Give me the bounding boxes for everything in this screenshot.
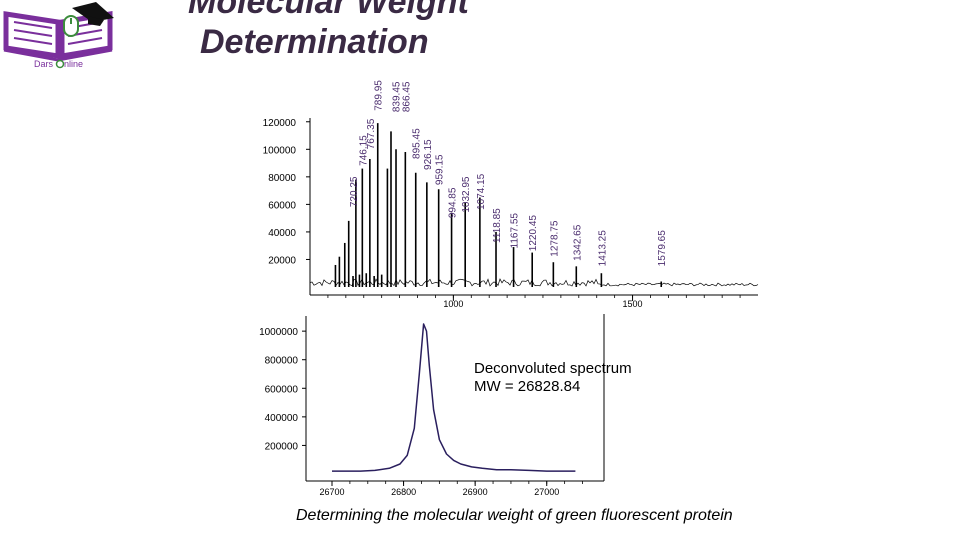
ms-y-tick-label: 100000: [263, 145, 297, 156]
ms-peak-label: 839.45: [392, 81, 403, 112]
ms-x-tick-label: 1500: [623, 299, 643, 309]
deconv-x-tick-label: 26800: [391, 487, 416, 497]
ms-peak-label: 789.95: [374, 80, 385, 111]
slide-title: Molecular Weight Determination: [188, 0, 469, 62]
deconv-y-tick-label: 1000000: [259, 327, 298, 338]
deconv-annotation-mw: MW = 26828.84: [474, 378, 580, 395]
deconv-y-tick-label: 600000: [265, 384, 299, 395]
mouse-icon: [63, 15, 79, 37]
deconv-x-tick-label: 26700: [319, 487, 344, 497]
ms-peak-label: 866.45: [401, 81, 412, 112]
ms-peak-label: 959.15: [435, 154, 446, 185]
ms-peak-label: 1220.45: [528, 215, 539, 252]
ms-peak-label: 895.45: [412, 128, 423, 159]
logo-o-icon: [55, 59, 65, 69]
deconv-annotation-label: Deconvoluted spectrum: [474, 360, 632, 377]
ms-peak-label: 746.15: [358, 135, 369, 166]
logo-text-right: nline: [64, 59, 83, 69]
ms-peak-label: 1413.25: [597, 230, 608, 267]
ms-y-tick-label: 60000: [268, 200, 296, 211]
ms-peak-label: 994.85: [448, 187, 459, 218]
figure-caption: Determining the molecular weight of gree…: [296, 507, 733, 524]
ms-peak-label: 926.15: [423, 139, 434, 170]
ms-peak-label: 1579.65: [657, 230, 668, 267]
ms-peak-label: 1032.95: [461, 176, 472, 213]
ms-peak-label: 1278.75: [549, 220, 560, 257]
deconv-y-tick-label: 200000: [265, 441, 299, 452]
deconv-y-tick-label: 800000: [265, 356, 299, 367]
ms-y-tick-label: 80000: [268, 173, 296, 184]
ms-peak-label: 1167.55: [510, 213, 521, 249]
deconv-y-tick-label: 400000: [265, 413, 299, 424]
logo-text-left: Dars: [34, 59, 54, 69]
deconv-x-tick-label: 27000: [534, 487, 559, 497]
ms-peak-label: 1074.15: [476, 173, 487, 210]
ms-peak-label: 767.35: [366, 118, 377, 149]
ms-x-tick-label: 1000: [443, 299, 463, 309]
title-line-2: Determination: [200, 23, 429, 61]
title-line-1: Molecular Weight: [188, 0, 469, 21]
deconv-x-tick-label: 26900: [463, 487, 488, 497]
ms-y-tick-label: 40000: [268, 228, 296, 239]
ms-peak-label: 1118.85: [492, 208, 503, 243]
graduation-cap-icon: [72, 2, 114, 26]
ms-y-tick-label: 20000: [268, 255, 296, 266]
deconv-series-line: [332, 323, 576, 472]
ms-peak-label: 720.25: [349, 176, 360, 207]
dars-online-logo: Dars nline: [3, 2, 114, 69]
ms-y-tick-label: 120000: [263, 118, 297, 129]
ms-peak-label: 1342.65: [572, 224, 583, 261]
